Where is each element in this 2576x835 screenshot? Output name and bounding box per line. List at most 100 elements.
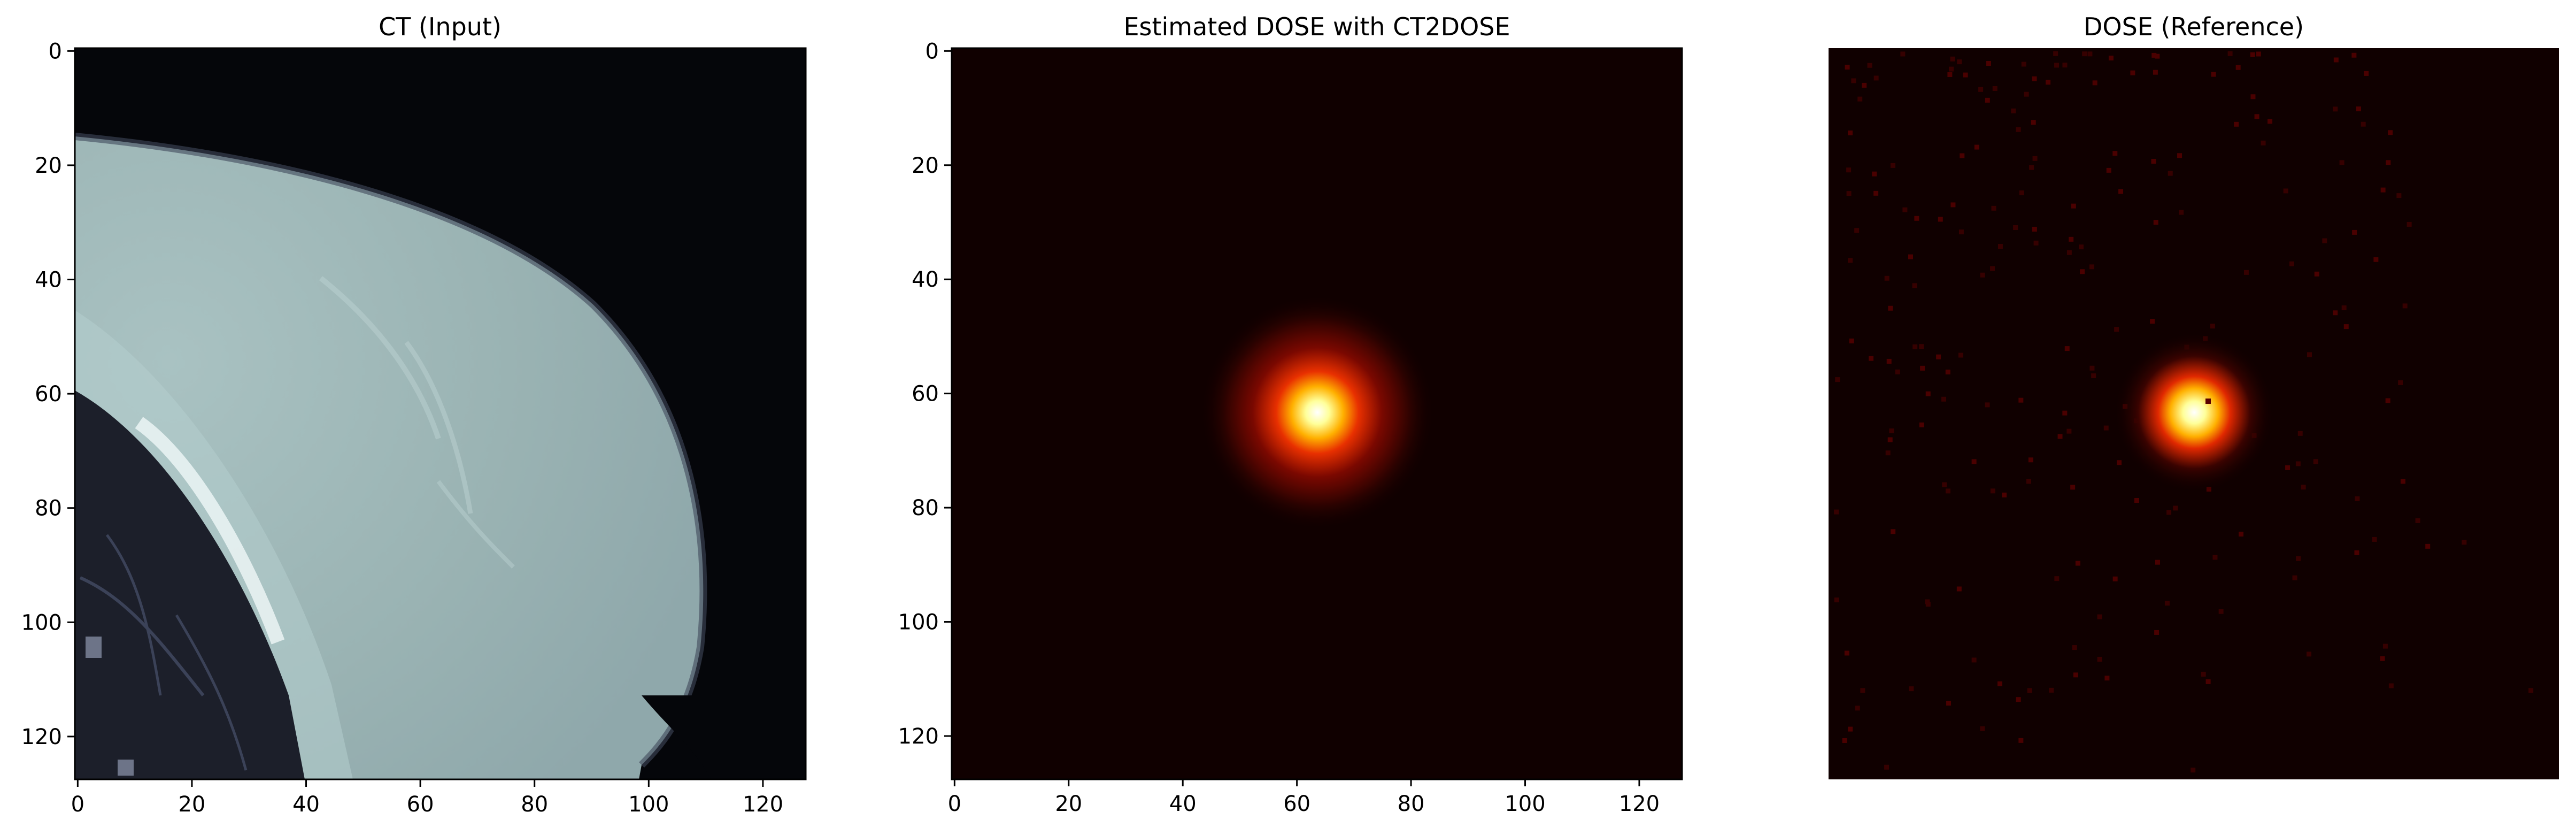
noise-speckle — [2179, 210, 2184, 215]
noise-speckle — [1978, 87, 1984, 92]
noise-speckle — [2388, 130, 2393, 135]
noise-speckle — [2218, 609, 2224, 614]
noise-speckle — [2256, 51, 2261, 57]
noise-speckle — [1873, 75, 1879, 81]
noise-speckle — [2097, 614, 2102, 619]
noise-speckle — [1919, 344, 1924, 349]
noise-speckle — [2385, 398, 2390, 403]
x-tick-label: 120 — [743, 792, 783, 817]
noise-speckle — [2297, 431, 2303, 436]
noise-speckle — [2054, 63, 2060, 68]
noise-speckle — [2021, 62, 2026, 67]
noise-speckle — [2191, 768, 2196, 773]
y-tick-label: 20 — [912, 154, 939, 178]
noise-speckle — [2114, 327, 2119, 332]
noise-speckle — [2355, 496, 2360, 501]
noise-speckle — [1854, 228, 1860, 233]
ct-panel: CT (Input) 0 20 40 60 80 — [21, 12, 807, 817]
y-tick-label: 0 — [925, 39, 939, 64]
noise-speckle — [2386, 160, 2391, 165]
ct-x-ticks: 0 20 40 60 80 100 120 — [71, 779, 783, 817]
noise-speckle — [2177, 153, 2182, 158]
noise-speckle — [1890, 163, 1895, 168]
noise-speckle — [1849, 338, 1854, 343]
y-tick-label: 20 — [35, 154, 62, 178]
noise-speckle — [1946, 701, 1952, 706]
ct-image — [75, 48, 806, 779]
noise-speckle — [1936, 354, 1941, 359]
noise-speckle — [2092, 80, 2097, 86]
x-tick-label: 0 — [948, 792, 961, 816]
noise-speckle — [1991, 205, 1996, 211]
noise-speckle — [1889, 428, 1894, 433]
y-tick-label: 40 — [912, 267, 939, 292]
noise-speckle — [1860, 688, 1865, 693]
noise-speckle — [2166, 510, 2172, 515]
noise-speckle — [2341, 305, 2347, 310]
noise-speckle — [2343, 324, 2349, 330]
x-tick-label: 40 — [1169, 792, 1197, 816]
noise-speckle — [2054, 576, 2060, 581]
noise-speckle — [2212, 555, 2218, 560]
noise-speckle — [1884, 764, 1889, 770]
noise-speckle — [2322, 238, 2327, 243]
noise-speckle — [2118, 189, 2124, 194]
x-tick-label: 60 — [407, 792, 434, 817]
noise-speckle — [1848, 258, 1853, 263]
x-tick-label: 120 — [1619, 792, 1660, 816]
noise-speckle — [1902, 207, 1908, 212]
noise-speckle — [1925, 602, 1931, 607]
noise-speckle — [1985, 97, 1990, 103]
noise-speckle — [2033, 240, 2039, 246]
noise-speckle — [2097, 656, 2102, 662]
noise-speckle — [1941, 396, 1947, 402]
noise-speckle — [2087, 51, 2093, 57]
y-tick-label: 120 — [898, 724, 939, 749]
noise-speckle — [2155, 53, 2160, 59]
noise-speckle — [2049, 687, 2054, 693]
noise-speckle — [1912, 283, 1917, 288]
noise-speckle — [2024, 91, 2029, 97]
noise-speckle — [2292, 575, 2297, 580]
noise-speckle — [2164, 601, 2170, 606]
noise-speckle — [2091, 373, 2096, 379]
noise-speckle — [2388, 683, 2394, 688]
noise-speckle — [1887, 437, 1893, 442]
noise-speckle — [1844, 650, 1849, 656]
noise-speckle — [2380, 187, 2386, 193]
noise-speckle — [1895, 369, 1900, 374]
noise-speckle — [2211, 72, 2216, 77]
noise-speckle — [2462, 540, 2467, 545]
noise-speckle — [1908, 254, 1913, 259]
noise-speckle — [2361, 121, 2366, 127]
noise-speckle — [2307, 352, 2312, 357]
noise-speckle — [1845, 64, 1850, 70]
noise-speckle — [2064, 346, 2070, 351]
noise-speckle — [1912, 344, 1918, 349]
x-tick-label: 100 — [628, 792, 669, 817]
noise-speckle — [1950, 56, 1955, 62]
estimated-dose-panel: Estimated DOSE with CT2DOSE 0 20 40 60 80 100… — [898, 12, 1683, 816]
noise-speckle — [2016, 697, 2021, 702]
noise-speckle — [1846, 167, 1852, 173]
noise-speckle — [2354, 550, 2359, 555]
noise-speckle — [1914, 216, 1919, 221]
noise-speckle — [1885, 450, 1891, 456]
noise-speckle — [1971, 459, 1977, 464]
noise-speckle — [2134, 498, 2139, 503]
noise-speckle — [2117, 460, 2122, 465]
noise-speckle — [1900, 51, 1906, 57]
x-tick-label: 100 — [1505, 792, 1545, 816]
noise-speckle — [1886, 358, 1892, 364]
noise-speckle — [2103, 425, 2109, 431]
noise-speckle — [1947, 72, 1953, 78]
noise-speckle — [1851, 78, 1856, 83]
noise-speckle — [1846, 191, 1852, 196]
noise-speckle — [2352, 229, 2357, 235]
noise-speckle — [2026, 479, 2031, 484]
noise-speckle — [1891, 529, 1896, 534]
y-tick-label: 60 — [35, 382, 62, 407]
x-tick-label: 80 — [1398, 792, 1425, 816]
noise-speckle — [2234, 121, 2239, 127]
y-tick-label: 80 — [912, 496, 939, 520]
